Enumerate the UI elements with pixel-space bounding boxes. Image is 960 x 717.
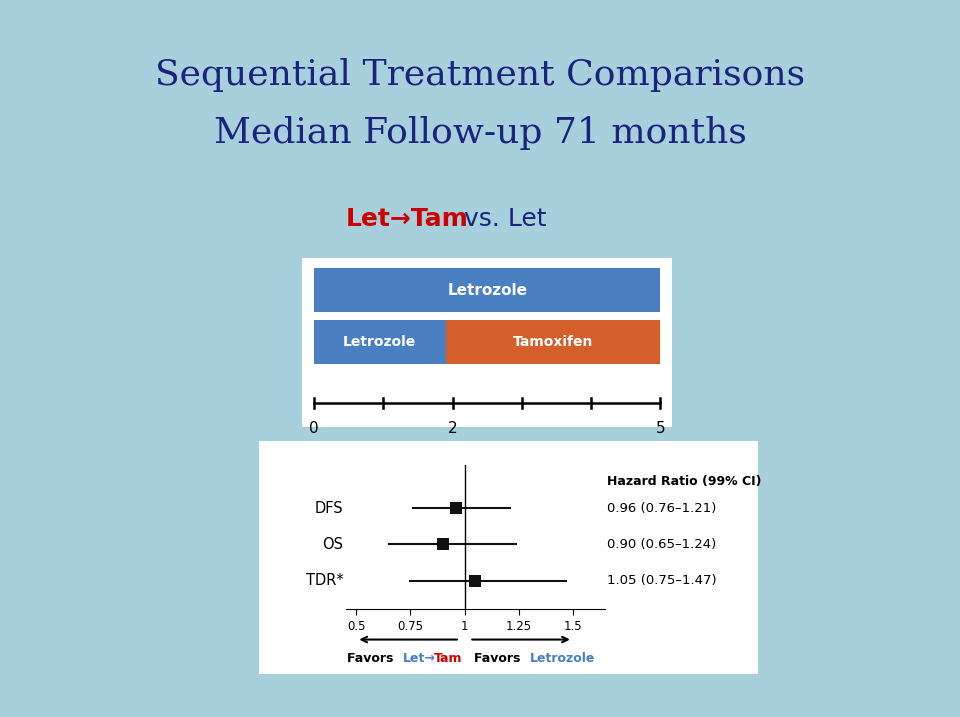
Text: 5: 5 bbox=[656, 421, 665, 436]
Bar bbox=[314, 268, 660, 312]
Bar bbox=[259, 441, 758, 674]
Bar bbox=[445, 320, 660, 364]
Bar bbox=[302, 258, 672, 427]
Text: OS: OS bbox=[323, 537, 344, 552]
Text: Let→: Let→ bbox=[402, 652, 436, 665]
Text: Letrozole: Letrozole bbox=[447, 282, 527, 298]
Text: 0.96 (0.76–1.21): 0.96 (0.76–1.21) bbox=[608, 502, 717, 515]
Text: Median Follow-up 71 months: Median Follow-up 71 months bbox=[213, 115, 747, 150]
Text: TDR*: TDR* bbox=[305, 573, 344, 588]
Text: vs. Let: vs. Let bbox=[456, 206, 546, 231]
Text: Hazard Ratio (99% CI): Hazard Ratio (99% CI) bbox=[608, 475, 762, 488]
Text: Letrozole: Letrozole bbox=[530, 652, 595, 665]
Text: 0.90 (0.65–1.24): 0.90 (0.65–1.24) bbox=[608, 538, 716, 551]
Text: Let→Tam: Let→Tam bbox=[346, 206, 468, 231]
Text: Favors: Favors bbox=[474, 652, 525, 665]
Text: Letrozole: Letrozole bbox=[343, 336, 417, 349]
Text: 0: 0 bbox=[309, 421, 319, 436]
Text: Tamoxifen: Tamoxifen bbox=[513, 336, 593, 349]
Text: Sequential Treatment Comparisons: Sequential Treatment Comparisons bbox=[155, 58, 805, 92]
Bar bbox=[314, 320, 445, 364]
Text: Tam: Tam bbox=[434, 652, 463, 665]
Text: Favors: Favors bbox=[347, 652, 397, 665]
Text: DFS: DFS bbox=[315, 500, 344, 516]
Text: 1.05 (0.75–1.47): 1.05 (0.75–1.47) bbox=[608, 574, 717, 587]
Text: 2: 2 bbox=[447, 421, 457, 436]
